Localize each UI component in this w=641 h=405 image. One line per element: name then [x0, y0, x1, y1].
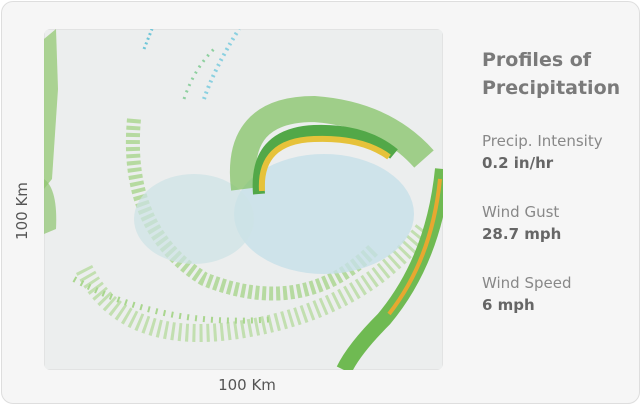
- y-axis-label: 100 Km: [13, 182, 31, 240]
- stat: Wind Gust 28.7 mph: [482, 202, 632, 246]
- x-axis-label: 100 Km: [218, 376, 276, 394]
- stat-value: 6 mph: [482, 296, 535, 314]
- stat-label: Precip. Intensity: [482, 132, 603, 150]
- panel-title: Profiles of Precipitation: [482, 49, 621, 99]
- stat-value: 28.7 mph: [482, 225, 562, 243]
- radar-map: [44, 29, 443, 370]
- stat-label: Wind Speed: [482, 274, 572, 292]
- stat-value: 0.2 in/hr: [482, 154, 554, 172]
- stat-label: Wind Gust: [482, 203, 560, 221]
- stat: Wind Speed 6 mph: [482, 273, 632, 317]
- stat: Precip. Intensity 0.2 in/hr: [482, 131, 632, 175]
